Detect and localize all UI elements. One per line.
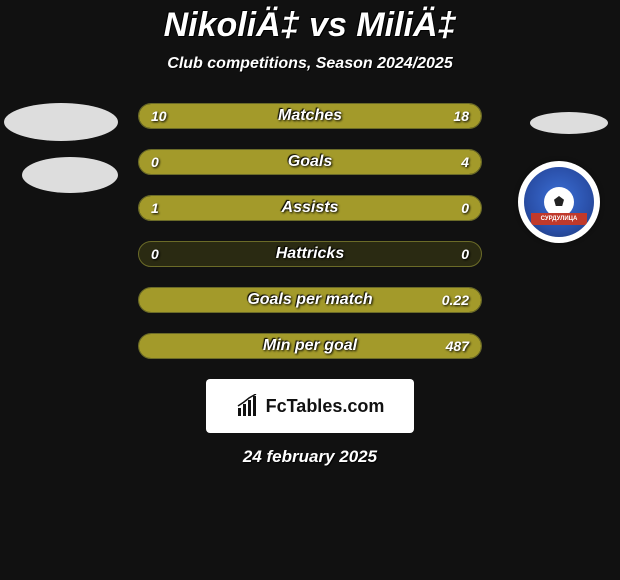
player-left-placeholder-2 [22,157,118,193]
branding-chart-icon [236,394,260,418]
stat-label: Min per goal [139,334,481,358]
stat-label: Assists [139,196,481,220]
stat-label: Matches [139,104,481,128]
stat-bar: 00Hattricks [138,241,482,267]
stat-bar: 487Min per goal [138,333,482,359]
comparison-content: СУРДУЛИЦА 1018Matches 04Goals 10Assists 00H… [0,103,620,359]
page-title: NikoliÄ‡ vs MiliÄ‡ [0,0,620,45]
stat-label: Goals per match [139,288,481,312]
team-right-logo: СУРДУЛИЦА [518,161,600,243]
team-right-ribbon: СУРДУЛИЦА [531,213,587,225]
stat-bar: 10Assists [138,195,482,221]
stat-bar: 1018Matches [138,103,482,129]
snapshot-date: 24 february 2025 [0,447,620,467]
season-subtitle: Club competitions, Season 2024/2025 [0,55,620,73]
stat-bar: 04Goals [138,149,482,175]
stat-label: Goals [139,150,481,174]
player-right-placeholder [530,112,608,134]
branding-text: FcTables.com [266,396,385,417]
player-left-placeholder-1 [4,103,118,141]
stat-bar: 0.22Goals per match [138,287,482,313]
stat-bars-container: 1018Matches 04Goals 10Assists 00Hattricks 0.… [138,103,482,359]
branding-badge[interactable]: FcTables.com [206,379,414,433]
stat-label: Hattricks [139,242,481,266]
